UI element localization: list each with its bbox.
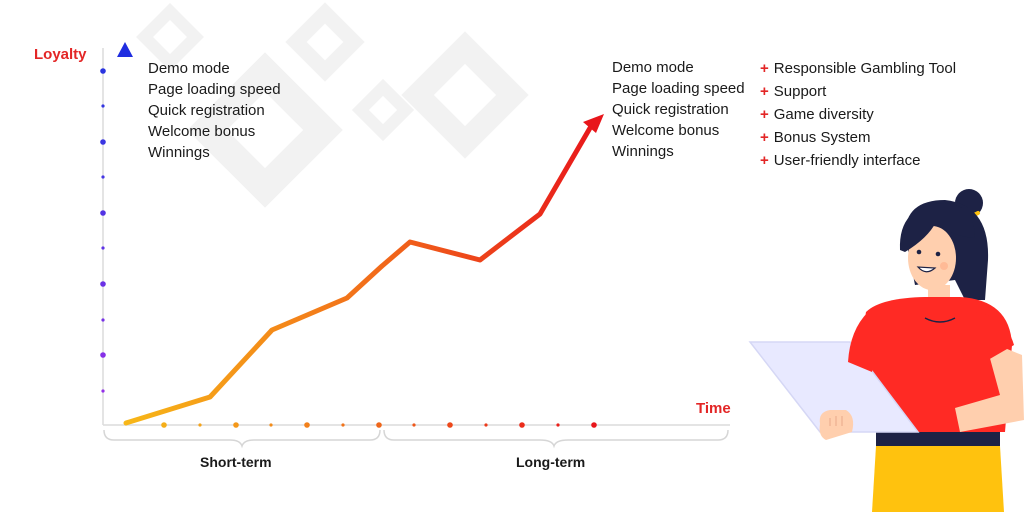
list-item-label: Bonus System <box>773 129 871 146</box>
right-sleeve <box>962 311 1014 360</box>
extra-factors-list: + Responsible Gambling Tool + Support + Gam… <box>760 57 956 172</box>
shirt-collar <box>924 317 956 323</box>
loyalty-curve <box>123 125 593 426</box>
list-item: Page loading speed <box>612 80 745 97</box>
list-item: Winnings <box>148 144 210 161</box>
plus-icon: + <box>760 60 769 77</box>
hair-bangs <box>899 203 975 252</box>
list-item: Welcome bonus <box>148 123 256 140</box>
left-sleeve <box>848 312 880 372</box>
list-item: Demo mode <box>612 59 694 76</box>
curve-arrowhead-icon <box>583 114 604 133</box>
list-item: + User-friendly interface <box>760 149 956 172</box>
diamond-shape <box>285 2 365 82</box>
short-term-factors-list: Demo mode Page loading speed Quick regis… <box>148 58 281 163</box>
list-item: Welcome bonus <box>612 122 720 139</box>
list-item-label: Game diversity <box>773 106 874 123</box>
long-term-factors-list: Demo mode Page loading speed Quick regis… <box>612 57 745 162</box>
list-item: Winnings <box>612 143 674 160</box>
face <box>908 226 956 290</box>
list-item: + Support <box>760 80 956 103</box>
list-item: + Responsible Gambling Tool <box>760 57 956 80</box>
list-item: + Bonus System <box>760 126 956 149</box>
list-item-label: Support <box>773 83 827 100</box>
laptop-icon <box>748 341 920 433</box>
y-axis-dots <box>100 68 106 393</box>
x-axis-dots <box>161 422 597 428</box>
list-item: Page loading speed <box>148 81 281 98</box>
diamond-shape <box>401 31 529 159</box>
diamond-shape <box>351 78 415 142</box>
x-axis-title: Time <box>696 400 731 417</box>
plus-icon: + <box>760 152 769 169</box>
pants <box>872 446 1004 512</box>
woman-with-laptop-illustration <box>748 189 1024 512</box>
smile <box>916 266 937 273</box>
eye <box>935 251 941 257</box>
short-term-bracket <box>103 429 381 449</box>
plus-icon: + <box>760 106 769 123</box>
list-item-label: Responsible Gambling Tool <box>773 60 957 77</box>
background-diamonds <box>136 2 529 208</box>
list-item-label: User-friendly interface <box>773 152 921 169</box>
long-term-label: Long-term <box>516 454 586 470</box>
short-term-label: Short-term <box>200 454 272 470</box>
list-item: + Game diversity <box>760 103 956 126</box>
y-axis-title: Loyalty <box>34 46 87 63</box>
list-item: Quick registration <box>612 101 729 118</box>
y-axis-arrowhead-icon <box>117 42 133 57</box>
list-item: Demo mode <box>148 60 230 77</box>
list-item: Quick registration <box>148 102 265 119</box>
right-arm <box>955 340 1024 432</box>
cheek <box>940 262 948 270</box>
eye <box>916 249 922 255</box>
plus-icon: + <box>760 83 769 100</box>
diamond-shape <box>187 52 343 208</box>
belt <box>876 432 1000 446</box>
long-term-bracket <box>383 429 729 449</box>
finger-lines <box>829 416 843 426</box>
plus-icon: + <box>760 129 769 146</box>
